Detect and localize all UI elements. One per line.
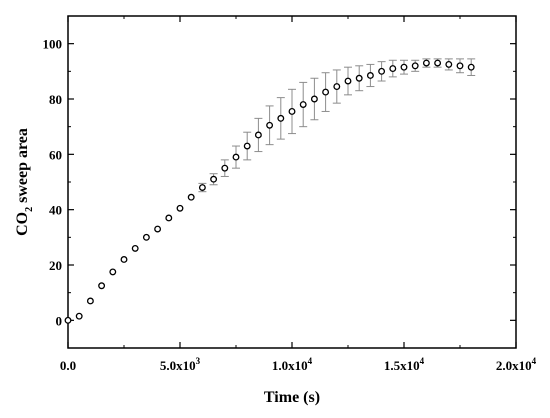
data-points xyxy=(64,59,475,324)
y-tick-label: 60 xyxy=(49,147,62,162)
data-point xyxy=(221,164,229,172)
data-point xyxy=(456,62,464,70)
data-point xyxy=(434,59,442,67)
data-point xyxy=(310,95,318,103)
x-tick-exponent: 4 xyxy=(308,356,313,366)
data-point xyxy=(288,107,296,115)
data-point xyxy=(75,312,83,320)
data-point xyxy=(198,184,206,191)
x-tick-label: 0.0 xyxy=(60,358,76,373)
data-point xyxy=(344,77,352,85)
y-tick-label: 40 xyxy=(49,203,62,218)
data-point xyxy=(411,62,419,70)
data-point xyxy=(210,175,218,183)
error-bars xyxy=(198,58,476,193)
y-axis-title-subscript: 2 xyxy=(24,207,35,212)
data-point xyxy=(422,59,430,67)
x-tick-label: 1.0x104 xyxy=(272,356,313,373)
data-point xyxy=(131,244,139,252)
data-point xyxy=(98,282,106,290)
data-point xyxy=(277,114,285,122)
data-point xyxy=(389,65,397,73)
data-point xyxy=(322,88,330,96)
data-point xyxy=(64,316,72,324)
data-point xyxy=(154,225,162,233)
x-axis-title: Time (s) xyxy=(264,389,320,406)
y-tick-label: 0 xyxy=(56,313,63,328)
x-tick-mantissa: 5.0x10 xyxy=(160,358,196,373)
y-tick-label: 20 xyxy=(49,258,62,273)
data-point xyxy=(120,256,128,263)
x-tick-exponent: 4 xyxy=(532,356,537,366)
x-tick-label: 1.5x104 xyxy=(384,356,425,373)
data-point xyxy=(299,101,307,108)
x-tick-mantissa: 1.0x10 xyxy=(272,358,308,373)
y-axis-title-rest: sweep area xyxy=(14,128,31,207)
data-point xyxy=(400,63,408,71)
y-axis-ticks: 0 20 40 60 80 100 xyxy=(43,15,516,349)
data-point xyxy=(355,74,363,82)
x-tick-exponent: 4 xyxy=(420,356,425,366)
data-point xyxy=(378,67,386,75)
y-axis-title: CO2 sweep area xyxy=(14,128,35,236)
data-point xyxy=(232,153,240,161)
x-axis-ticks: 0.0 5.0x103 1.0x104 1.5x104 2.0x104 xyxy=(60,16,537,373)
x-tick-mantissa: 1.5x10 xyxy=(384,358,420,373)
data-point xyxy=(254,131,262,139)
data-point xyxy=(333,83,341,90)
x-tick-label: 2.0x104 xyxy=(496,356,537,373)
x-tick-label: 5.0x103 xyxy=(160,356,201,373)
data-point xyxy=(266,121,274,129)
y-tick-label: 100 xyxy=(43,37,63,52)
y-tick-label: 80 xyxy=(49,92,62,107)
data-point xyxy=(109,268,117,276)
data-point xyxy=(366,72,374,79)
data-point xyxy=(187,193,195,201)
data-point xyxy=(445,60,453,68)
data-point xyxy=(165,214,173,222)
x-tick-exponent: 3 xyxy=(196,356,201,366)
y-axis-title-base: CO xyxy=(14,212,31,236)
x-tick-mantissa: 2.0x10 xyxy=(496,358,532,373)
data-point xyxy=(142,233,150,241)
data-point xyxy=(243,142,251,150)
data-point xyxy=(86,297,94,305)
data-point xyxy=(467,63,475,71)
data-point xyxy=(176,204,184,212)
